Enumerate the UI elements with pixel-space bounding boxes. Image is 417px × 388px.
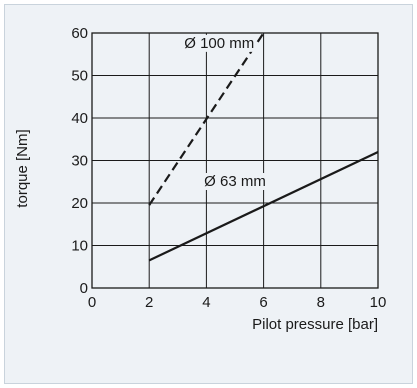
chart-panel (4, 4, 413, 384)
tick-labels: 0 10 20 30 40 50 60 0 2 4 6 8 10 (71, 25, 386, 311)
series-line-1 (148, 32, 265, 206)
x-tick-label: 4 (202, 294, 210, 311)
x-axis-label: Pilot pressure [bar] (252, 316, 378, 333)
y-tick-label: 60 (71, 25, 88, 42)
y-tick-label: 40 (71, 110, 88, 127)
y-tick-label: 50 (71, 68, 88, 85)
annotation-background (182, 34, 257, 52)
x-tick-label: 0 (88, 294, 96, 311)
y-tick-label: 10 (71, 238, 88, 255)
series-lines (148, 32, 379, 262)
x-tick-label: 10 (370, 294, 387, 311)
y-axis-label: torque [Nm] (14, 129, 31, 207)
series-line-2 (148, 151, 379, 262)
x-tick-label: 6 (259, 294, 267, 311)
annotation-background (202, 173, 268, 190)
series-annotation-1: Ø 100 mm (184, 35, 254, 52)
plot-frame (91, 32, 379, 289)
y-tick-label: 0 (80, 280, 88, 297)
y-tick-label: 30 (71, 153, 88, 170)
x-tick-label: 2 (145, 294, 153, 311)
series-annotation-2: Ø 63 mm (204, 173, 266, 190)
x-tick-label: 8 (317, 294, 325, 311)
y-tick-label: 20 (71, 195, 88, 212)
grid (91, 32, 379, 289)
annotations: Ø 100 mm Ø 63 mm (182, 34, 268, 190)
